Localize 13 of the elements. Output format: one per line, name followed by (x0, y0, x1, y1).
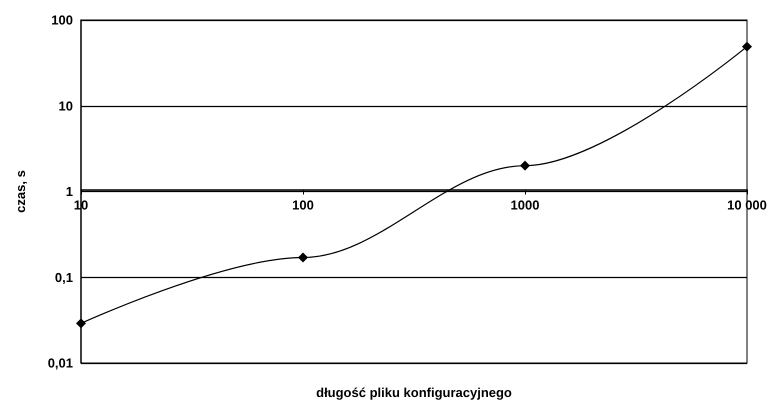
point (298, 252, 308, 262)
point (742, 42, 752, 52)
y-tick-label: 0,1 (54, 270, 73, 285)
x-tick-label: 100 (292, 198, 314, 212)
y-tick-label: 0,01 (48, 356, 73, 370)
y-tick-label: 100 (51, 12, 73, 28)
point (76, 318, 86, 328)
y-axis-title: czas, s (13, 170, 28, 213)
x-axis-title: długość pliku konfiguracyjnego (316, 385, 512, 400)
x-tick-label: 1000 (510, 198, 540, 212)
y-tick-label: 1 (66, 184, 73, 199)
y-tick-label: 10 (58, 98, 73, 114)
point (520, 160, 530, 171)
